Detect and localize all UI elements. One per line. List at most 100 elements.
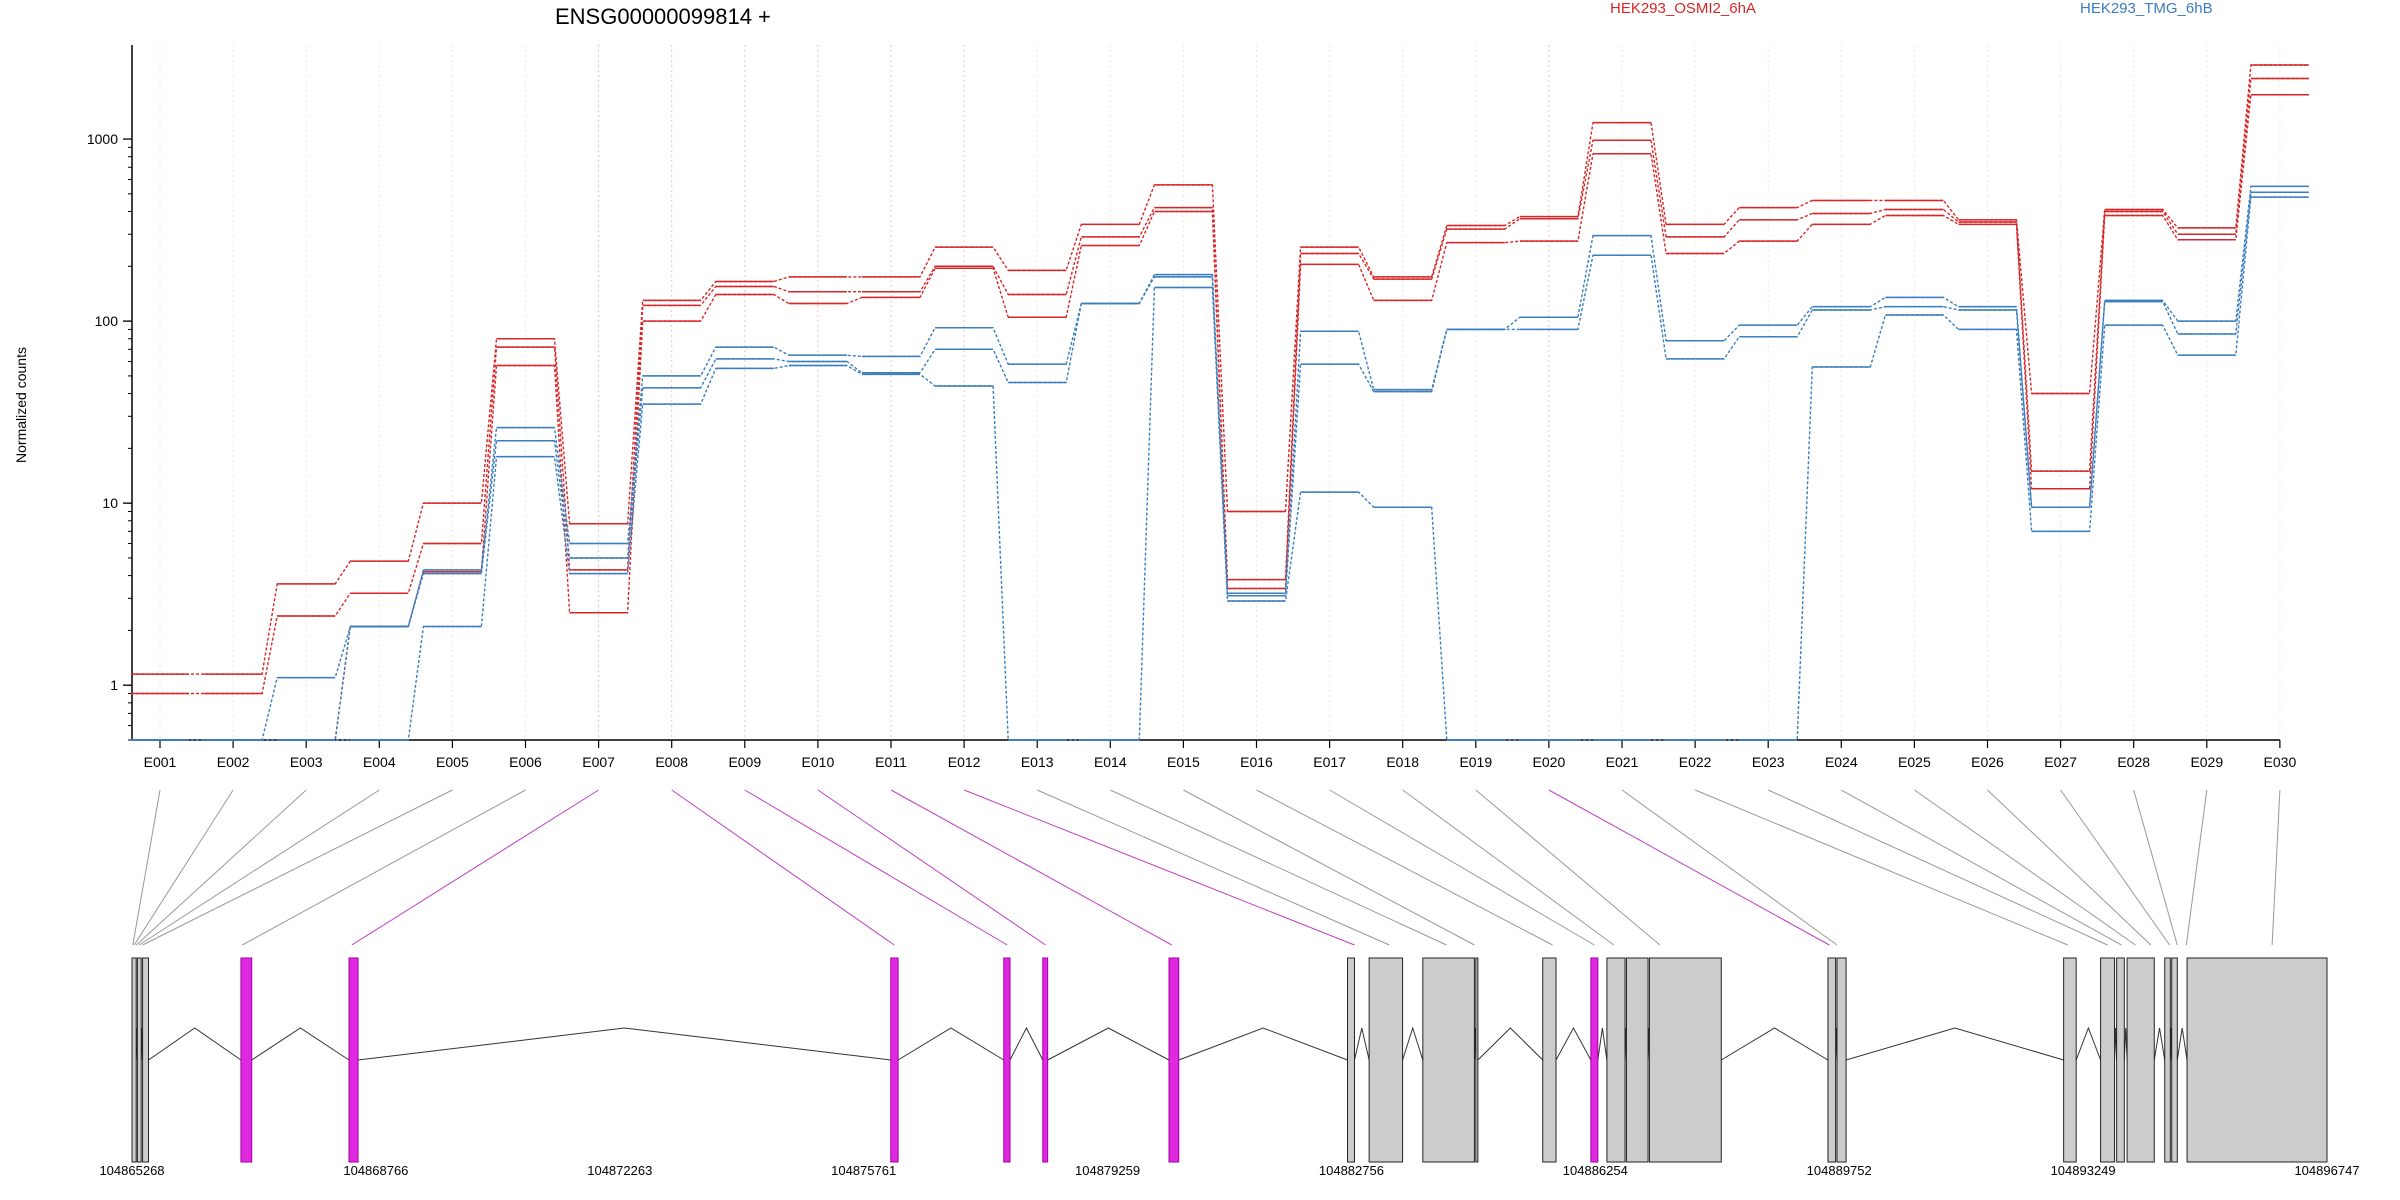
grid-lines <box>159 45 2281 738</box>
series-line <box>131 94 2309 741</box>
x-tick-label: E004 <box>363 754 396 770</box>
exon-bin-connector <box>1183 789 1475 946</box>
coordinate-label: 104882756 <box>1319 1163 1384 1178</box>
x-tick-label: E012 <box>948 754 981 770</box>
exon-bin-connector <box>351 789 599 946</box>
x-tick-label: E027 <box>2044 754 2077 770</box>
exon-block <box>1625 957 1649 1163</box>
exon-block <box>2116 957 2125 1163</box>
chart-title: ENSG00000099814 + <box>555 4 771 29</box>
exon-bin-connector <box>671 789 895 946</box>
x-tick-label: E021 <box>1606 754 1639 770</box>
exon-block <box>2063 957 2077 1163</box>
exon-block <box>1368 957 1404 1163</box>
y-tick-label: 1 <box>110 677 118 693</box>
intron <box>2176 1027 2188 1061</box>
y-axis-label: Normalized counts <box>13 347 29 463</box>
series-line <box>131 64 2309 675</box>
exon-block <box>2126 957 2155 1163</box>
exon-bin-connector <box>2133 789 2178 946</box>
x-tick-label: E013 <box>1021 754 1054 770</box>
exon-bin-connectors <box>132 789 2281 946</box>
exon-bin-connector <box>744 789 1008 946</box>
exon-bin-connector <box>1402 789 1615 946</box>
x-tick-label: E028 <box>2117 754 2150 770</box>
exon-block <box>2164 957 2171 1163</box>
coordinate-label: 104865268 <box>99 1163 164 1178</box>
exon-block <box>1422 957 1475 1163</box>
exon-bin-connector <box>132 789 161 946</box>
intron <box>148 1027 242 1061</box>
legend-label-osmi2: HEK293_OSMI2_6hA <box>1610 0 1756 17</box>
exon-bin-connector <box>1329 789 1595 946</box>
exon-block <box>2186 957 2328 1163</box>
exon-block <box>348 957 359 1163</box>
x-tick-label: E023 <box>1752 754 1785 770</box>
y-tick-label: 100 <box>95 313 119 329</box>
exon-block <box>142 957 150 1163</box>
x-tick-label: E007 <box>582 754 615 770</box>
exon-block <box>1475 957 1479 1163</box>
exon-block <box>2100 957 2116 1163</box>
intron <box>358 1027 891 1061</box>
exon-bin-connector <box>2271 789 2281 946</box>
gene-model: 104865268 104868766 104872263 104875761 1048… <box>99 957 2360 1178</box>
intron <box>1845 1027 2064 1061</box>
exon-bin-connector <box>1767 789 2108 946</box>
x-tick-label: E018 <box>1386 754 1419 770</box>
x-tick-label: E016 <box>1240 754 1273 770</box>
x-tick-label: E005 <box>436 754 469 770</box>
intron <box>1555 1026 1592 1061</box>
exon-bin-connector <box>1256 789 1553 946</box>
series-line <box>131 191 2309 741</box>
x-tick-label: E019 <box>1459 754 1492 770</box>
exon-bin-connector <box>2060 789 2171 946</box>
exon-bin-connector <box>1036 789 1390 946</box>
exon-bin-connector <box>1110 789 1447 946</box>
coordinate-label: 104896747 <box>2294 1163 2359 1178</box>
exon-bin-connector <box>1548 789 1830 946</box>
exon-bin-connector <box>1841 789 2122 946</box>
exon-block <box>1042 957 1049 1163</box>
series-lines <box>131 64 2309 741</box>
x-tick-label: E014 <box>1094 754 1127 770</box>
y-tick-label: 1000 <box>87 131 118 147</box>
exon-block <box>1827 957 1837 1163</box>
x-tick-label: E020 <box>1533 754 1566 770</box>
exon-bin-connector <box>242 789 526 946</box>
coordinate-label: 104872263 <box>587 1163 652 1178</box>
x-tick-label: E009 <box>728 754 761 770</box>
coordinate-label: 104886254 <box>1563 1163 1628 1178</box>
axes: 1 10 100 1000 E001 E002 E003 E004 E005 E006 E007 E0… <box>87 45 2297 770</box>
exon-bin-connector <box>1914 789 2136 946</box>
exon-bin-connector <box>1694 789 2069 946</box>
intron <box>1178 1027 1348 1061</box>
coordinate-label: 104893249 <box>2051 1163 2116 1178</box>
intron <box>1721 1027 1829 1061</box>
intron <box>1354 1027 1370 1061</box>
exon-bin-connector <box>890 789 1173 946</box>
x-tick-label: E001 <box>144 754 177 770</box>
coordinate-label: 104875761 <box>831 1163 896 1178</box>
exon-block <box>1003 957 1011 1163</box>
intron <box>1597 1027 1608 1061</box>
series-line <box>131 185 2309 741</box>
coordinate-label: 104889752 <box>1807 1163 1872 1178</box>
x-tick-label: E011 <box>875 754 907 770</box>
x-tick-label: E006 <box>509 754 542 770</box>
exon-block <box>131 957 137 1163</box>
x-tick-label: E030 <box>2264 754 2297 770</box>
exon-bin-connector <box>1475 789 1661 946</box>
intron <box>2153 1027 2166 1061</box>
exon-block <box>1836 957 1847 1163</box>
exon-block <box>1347 957 1355 1163</box>
exon-block <box>240 957 253 1163</box>
x-tick-label: E025 <box>1898 754 1931 770</box>
x-tick-label: E008 <box>655 754 688 770</box>
x-tick-label: E026 <box>1971 754 2004 770</box>
exon-bin-connector <box>817 789 1046 946</box>
x-tick-label: E022 <box>1679 754 1712 770</box>
intron <box>1009 1026 1044 1061</box>
x-tick-label: E024 <box>1825 754 1858 770</box>
exon-block <box>1590 957 1599 1163</box>
